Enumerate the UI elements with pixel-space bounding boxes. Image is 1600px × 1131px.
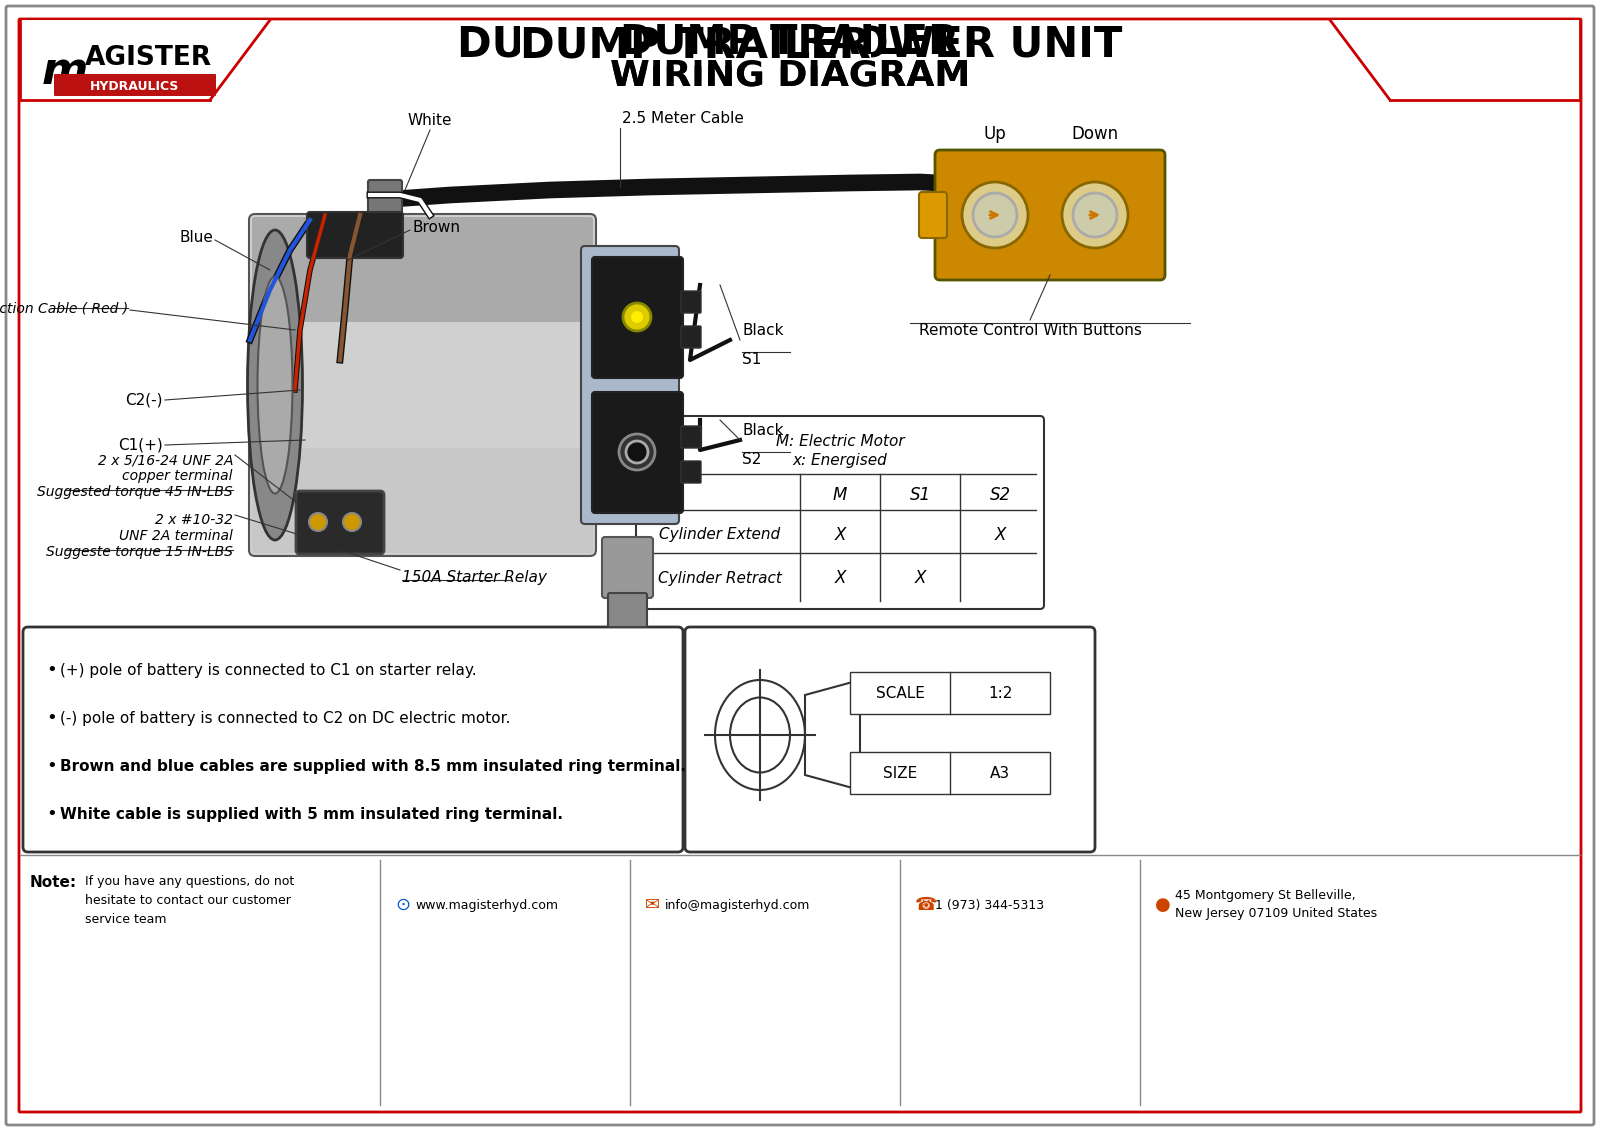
Text: DUMP TRAILER POWER UNIT: DUMP TRAILER POWER UNIT bbox=[458, 24, 1123, 66]
Circle shape bbox=[973, 193, 1018, 238]
Text: 45 Montgomery St Belleville,
New Jersey 07109 United States: 45 Montgomery St Belleville, New Jersey … bbox=[1174, 889, 1378, 921]
Text: Blue: Blue bbox=[179, 231, 213, 245]
Text: S1: S1 bbox=[909, 486, 931, 504]
FancyBboxPatch shape bbox=[850, 672, 1050, 714]
Polygon shape bbox=[19, 20, 270, 100]
Text: Brown: Brown bbox=[413, 221, 461, 235]
Text: •: • bbox=[46, 757, 56, 775]
FancyBboxPatch shape bbox=[682, 326, 701, 348]
Text: Cylinder Extend: Cylinder Extend bbox=[659, 527, 781, 543]
Text: If you have any questions, do not
hesitate to contact our customer
service team: If you have any questions, do not hesita… bbox=[85, 875, 294, 926]
Text: X: X bbox=[994, 526, 1006, 544]
FancyBboxPatch shape bbox=[637, 416, 1043, 608]
FancyBboxPatch shape bbox=[934, 150, 1165, 280]
Text: 1 (973) 344-5313: 1 (973) 344-5313 bbox=[934, 898, 1045, 912]
Text: M: M bbox=[834, 486, 846, 504]
FancyBboxPatch shape bbox=[602, 537, 653, 598]
Circle shape bbox=[309, 513, 326, 530]
Text: White: White bbox=[408, 113, 453, 128]
Text: x: Energised: x: Energised bbox=[792, 452, 888, 467]
Text: Up: Up bbox=[984, 126, 1006, 143]
Text: X: X bbox=[914, 569, 926, 587]
Text: WIRING DIAGRAM: WIRING DIAGRAM bbox=[610, 58, 970, 92]
FancyBboxPatch shape bbox=[592, 257, 683, 378]
Text: Thermal Protection Cable ( Red ): Thermal Protection Cable ( Red ) bbox=[0, 301, 128, 316]
Circle shape bbox=[622, 303, 651, 331]
FancyBboxPatch shape bbox=[54, 74, 216, 96]
Text: (-) pole of battery is connected to C2 on DC electric motor.: (-) pole of battery is connected to C2 o… bbox=[61, 710, 510, 725]
FancyBboxPatch shape bbox=[682, 426, 701, 448]
FancyBboxPatch shape bbox=[307, 211, 403, 258]
Text: 2 x 5/16-24 UNF 2A
copper terminal
Suggested torque 45 IN-LBS: 2 x 5/16-24 UNF 2A copper terminal Sugge… bbox=[37, 454, 234, 500]
Text: Remote Control With Buttons: Remote Control With Buttons bbox=[918, 323, 1141, 338]
FancyBboxPatch shape bbox=[6, 6, 1594, 1125]
FancyArrowPatch shape bbox=[990, 211, 997, 218]
Text: 150A Starter Relay: 150A Starter Relay bbox=[402, 570, 547, 585]
Text: DUMP TRAILER: DUMP TRAILER bbox=[621, 21, 960, 62]
Circle shape bbox=[619, 434, 654, 470]
Text: •: • bbox=[46, 661, 56, 679]
Text: 2.5 Meter Cable: 2.5 Meter Cable bbox=[622, 111, 744, 126]
FancyBboxPatch shape bbox=[850, 752, 1050, 794]
FancyBboxPatch shape bbox=[253, 448, 594, 553]
FancyBboxPatch shape bbox=[22, 627, 683, 852]
Text: S1: S1 bbox=[742, 352, 762, 366]
FancyBboxPatch shape bbox=[682, 291, 701, 313]
Text: www.magisterhyd.com: www.magisterhyd.com bbox=[414, 898, 558, 912]
Polygon shape bbox=[1330, 20, 1581, 100]
Text: SCALE: SCALE bbox=[875, 685, 925, 700]
Ellipse shape bbox=[248, 230, 302, 539]
Text: X: X bbox=[834, 569, 846, 587]
FancyBboxPatch shape bbox=[253, 217, 594, 322]
Text: M: Electric Motor: M: Electric Motor bbox=[776, 434, 904, 449]
Text: WIRING DIAGRAM: WIRING DIAGRAM bbox=[610, 58, 970, 92]
Circle shape bbox=[962, 182, 1027, 248]
Text: A3: A3 bbox=[990, 766, 1010, 780]
Text: X: X bbox=[834, 526, 846, 544]
Text: Down: Down bbox=[1072, 126, 1118, 143]
Text: S2: S2 bbox=[742, 452, 762, 467]
FancyBboxPatch shape bbox=[581, 247, 678, 524]
Text: AGISTER: AGISTER bbox=[85, 45, 213, 71]
Text: m: m bbox=[42, 51, 88, 94]
FancyBboxPatch shape bbox=[682, 461, 701, 483]
Circle shape bbox=[630, 311, 643, 323]
Circle shape bbox=[1062, 182, 1128, 248]
Text: SIZE: SIZE bbox=[883, 766, 917, 780]
Text: HYDRAULICS: HYDRAULICS bbox=[90, 79, 179, 93]
Text: Cylinder Retract: Cylinder Retract bbox=[658, 570, 782, 586]
Text: •: • bbox=[46, 709, 56, 727]
FancyBboxPatch shape bbox=[608, 593, 646, 627]
Text: ⊙: ⊙ bbox=[395, 896, 410, 914]
Text: C1(+): C1(+) bbox=[118, 438, 163, 452]
Text: (+) pole of battery is connected to C1 on starter relay.: (+) pole of battery is connected to C1 o… bbox=[61, 663, 477, 677]
Text: 2 x #10-32
UNF 2A terminal
Suggeste torque 15 IN-LBS: 2 x #10-32 UNF 2A terminal Suggeste torq… bbox=[46, 513, 234, 560]
FancyBboxPatch shape bbox=[250, 214, 595, 556]
Circle shape bbox=[626, 441, 648, 463]
Text: •: • bbox=[46, 805, 56, 823]
Text: ●: ● bbox=[1155, 896, 1171, 914]
FancyBboxPatch shape bbox=[918, 192, 947, 238]
Text: info@magisterhyd.com: info@magisterhyd.com bbox=[666, 898, 810, 912]
Circle shape bbox=[1074, 193, 1117, 238]
FancyBboxPatch shape bbox=[296, 491, 384, 554]
FancyArrowPatch shape bbox=[1090, 211, 1098, 218]
Text: C2(-): C2(-) bbox=[125, 392, 163, 407]
Text: Note:: Note: bbox=[30, 875, 77, 890]
Text: White cable is supplied with 5 mm insulated ring terminal.: White cable is supplied with 5 mm insula… bbox=[61, 806, 563, 821]
Text: ☎: ☎ bbox=[915, 896, 938, 914]
Text: Brown and blue cables are supplied with 8.5 mm insulated ring terminal.: Brown and blue cables are supplied with … bbox=[61, 759, 686, 774]
Circle shape bbox=[342, 513, 362, 530]
FancyBboxPatch shape bbox=[685, 627, 1094, 852]
Text: DUMP TRAILER: DUMP TRAILER bbox=[520, 24, 870, 66]
Text: 1:2: 1:2 bbox=[987, 685, 1013, 700]
Text: Black: Black bbox=[742, 423, 784, 438]
Text: S2: S2 bbox=[989, 486, 1011, 504]
Ellipse shape bbox=[258, 276, 293, 493]
Text: ✉: ✉ bbox=[645, 896, 661, 914]
FancyBboxPatch shape bbox=[368, 180, 402, 214]
Text: Black: Black bbox=[742, 323, 784, 338]
FancyBboxPatch shape bbox=[592, 392, 683, 513]
